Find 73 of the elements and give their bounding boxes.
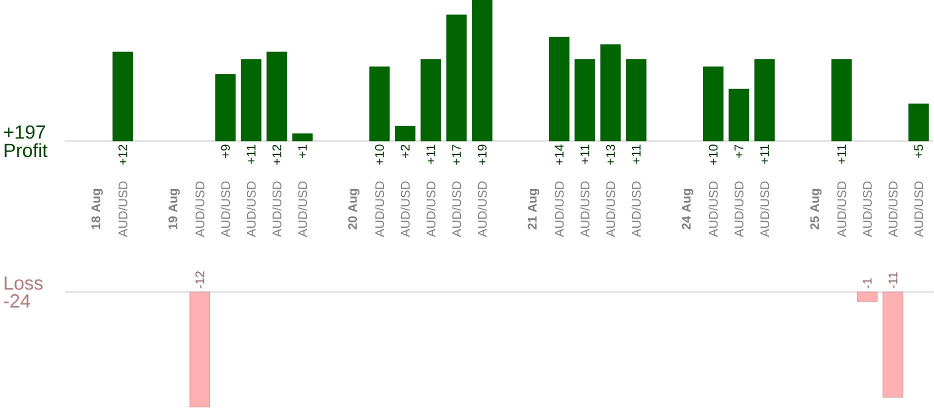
data-label: +5: [914, 144, 923, 158]
x-tick-label: AUD/USD: [632, 181, 641, 238]
data-label: -12: [195, 271, 204, 288]
data-label: +10: [708, 144, 718, 165]
x-tick-label: AUD/USD: [400, 181, 410, 238]
bar: [754, 59, 775, 142]
text: Profit: [4, 143, 48, 158]
x-tick-label: AUD/USD: [606, 181, 616, 238]
data-label: +17: [452, 144, 461, 165]
x-tick-label: AUD/USD: [914, 181, 924, 238]
bar: [292, 133, 313, 142]
x-tick-label: 19 Aug: [168, 188, 180, 230]
x-tick-label: AUD/USD: [195, 181, 204, 238]
bar: [266, 52, 288, 142]
x-tick-label: AUD/USD: [426, 181, 436, 238]
x-tick-label: AUD/USD: [246, 181, 256, 238]
bar: [112, 52, 133, 142]
x-tick-label: AUD/USD: [554, 181, 564, 238]
data-label: +7: [734, 144, 744, 158]
x-tick-label: 20 Aug: [348, 188, 360, 230]
bar: [908, 104, 929, 142]
bar: [626, 59, 646, 142]
x-tick-label: AUD/USD: [760, 181, 770, 238]
bar: [472, 0, 492, 142]
data-label: +12: [118, 144, 128, 165]
x-tick-label: AUD/USD: [452, 181, 462, 238]
bar: [446, 14, 467, 142]
data-label: +1: [298, 144, 307, 158]
text: -24: [4, 294, 30, 308]
data-label: +11: [246, 144, 256, 164]
x-tick-label: AUD/USD: [298, 181, 308, 238]
data-label: +9: [221, 144, 230, 158]
x-tick-label: AUD/USD: [272, 181, 282, 238]
data-label: -11: [888, 272, 898, 288]
bar: [600, 44, 621, 142]
x-tick-label: 25 Aug: [810, 188, 822, 230]
bar: [394, 126, 416, 142]
data-label: +10: [375, 144, 384, 165]
x-tick-label: AUD/USD: [836, 181, 846, 238]
data-label: +11: [760, 144, 769, 164]
bar: [215, 74, 236, 142]
bar: [548, 36, 570, 142]
bar: [831, 59, 852, 142]
text: Loss: [4, 276, 43, 290]
x-tick-label: AUD/USD: [478, 181, 487, 238]
bar: [420, 59, 442, 142]
data-label: +13: [606, 144, 615, 165]
x-tick-label: 24 Aug: [682, 188, 694, 230]
x-tick-label: AUD/USD: [888, 181, 898, 238]
data-label: +2: [400, 144, 410, 158]
bar: [703, 66, 724, 142]
x-tick-label: AUD/USD: [580, 181, 590, 238]
data-label: +11: [426, 144, 436, 164]
data-label: -1: [862, 278, 872, 288]
bar: [240, 59, 262, 142]
data-label: +12: [272, 144, 282, 165]
data-label: +11: [837, 144, 846, 164]
data-label: +11: [632, 144, 641, 164]
x-tick-label: AUD/USD: [220, 181, 230, 238]
x-tick-label: AUD/USD: [862, 181, 872, 238]
x-tick-label: 18 Aug: [91, 188, 103, 230]
bar: [369, 66, 390, 142]
bar: [728, 88, 750, 142]
x-tick-label: AUD/USD: [118, 181, 128, 238]
data-label: +14: [554, 144, 564, 165]
bar: [574, 59, 596, 142]
x-tick-label: AUD/USD: [708, 181, 718, 238]
text: +197: [4, 125, 46, 139]
x-tick-label: AUD/USD: [374, 181, 384, 238]
data-label: +11: [580, 144, 590, 164]
x-tick-label: 21 Aug: [528, 188, 540, 230]
data-label: +19: [478, 144, 487, 165]
x-tick-label: AUD/USD: [734, 181, 744, 238]
